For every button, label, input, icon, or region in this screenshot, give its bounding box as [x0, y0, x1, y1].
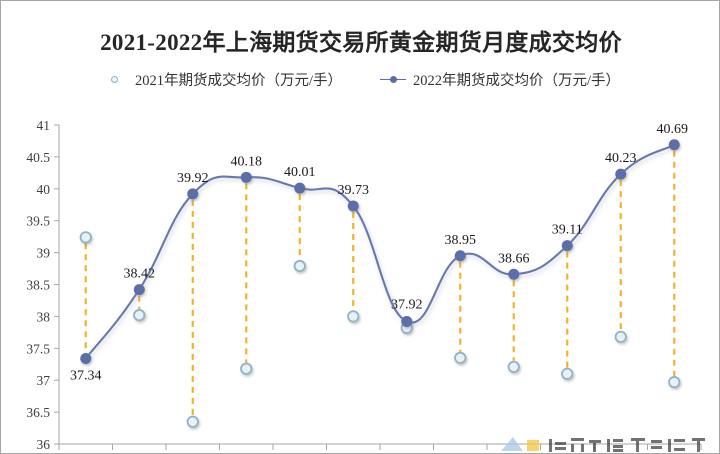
y-axis: 41 40.5 40 39.5 39 38.5 38 37.5 37 36.5 36: [26, 118, 60, 452]
data-point-2022[interactable]: [133, 284, 145, 296]
data-point-2021[interactable]: [347, 310, 360, 323]
y-axis-tick-label: 38: [37, 309, 51, 324]
data-label-2022: 38.95: [445, 233, 477, 248]
data-point-2021[interactable]: [133, 309, 146, 322]
line-with-dot-icon: [380, 74, 406, 86]
y-axis-tick-label: 38.5: [26, 278, 50, 293]
hollow-circle-icon: [102, 74, 128, 86]
data-label-2022: 40.23: [605, 151, 637, 166]
x-axis-tick-label: 9月: [504, 452, 524, 454]
chart-title: 2021-2022年上海期货交易所黄金期货月度成交均价: [100, 30, 622, 55]
y-axis-tick-label: 36: [37, 437, 51, 452]
data-point-2022[interactable]: [80, 353, 92, 365]
data-point-2021[interactable]: [79, 231, 92, 244]
data-label-2022: 38.66: [498, 251, 530, 266]
legend-item-2022[interactable]: 2022年期货成交均价（万元/手）: [380, 69, 620, 90]
data-point-2021[interactable]: [240, 362, 253, 375]
data-point-2022[interactable]: [240, 171, 252, 183]
y-axis-tick-label: 41: [37, 118, 51, 133]
x-axis-tick-label: 6月: [343, 452, 363, 454]
data-point-2022[interactable]: [508, 268, 520, 280]
data-label-2022: 40.18: [231, 154, 263, 169]
data-point-2021[interactable]: [454, 351, 467, 364]
data-label-2022: 38.42: [124, 267, 156, 282]
data-label-2022: 39.11: [552, 223, 583, 238]
y-axis-tick-label: 40.5: [26, 150, 50, 165]
line-path-2022: [84, 143, 675, 360]
data-label-2022: 40.69: [657, 122, 689, 137]
x-axis: 1月 2月 3月 4月 5月 6月 7月 8月 9月 10月 11月 12月: [58, 443, 702, 454]
data-point-2022[interactable]: [615, 168, 627, 180]
data-point-2022[interactable]: [668, 139, 680, 151]
y-axis-tick-label: 37: [37, 373, 51, 388]
series-markers-2022: [80, 139, 680, 365]
series-value-labels-2022: 37.34 38.42 39.92 40.18 40.01 39.73 37.92 38.95…: [70, 122, 688, 384]
y-axis-tick-label: 39: [37, 246, 51, 261]
y-axis-tick-label: 37.5: [26, 341, 50, 356]
y-axis-tick-label: 39.5: [26, 214, 50, 229]
series-line-2022: [84, 143, 675, 360]
data-point-2021[interactable]: [507, 360, 520, 373]
data-point-2022[interactable]: [561, 240, 573, 252]
data-point-2022[interactable]: [187, 188, 199, 200]
data-label-2022: 39.92: [177, 171, 209, 186]
legend-item-2021[interactable]: 2021年期货成交均价（万元/手）: [102, 69, 342, 90]
chart-legend: 2021年期货成交均价（万元/手） 2022年期货成交均价（万元/手）: [1, 69, 719, 90]
data-label-2022: 40.01: [284, 165, 316, 180]
data-point-2021[interactable]: [668, 376, 681, 389]
data-point-2022[interactable]: [294, 182, 306, 194]
legend-label-2022: 2022年期货成交均价（万元/手）: [413, 73, 621, 89]
x-axis-tick-label: 1月: [76, 452, 96, 454]
x-axis-tick-label: 4月: [236, 452, 256, 454]
data-label-2022: 39.73: [338, 183, 370, 198]
series-markers-2021: [79, 231, 681, 428]
connector-lines: [84, 150, 676, 416]
legend-label-2021: 2021年期货成交均价（万元/手）: [134, 73, 342, 89]
data-point-2022[interactable]: [454, 250, 466, 262]
data-label-2022: 37.92: [391, 298, 423, 313]
y-axis-tick-label: 36.5: [26, 405, 50, 420]
x-axis-tick-label: 2月: [129, 452, 149, 454]
x-axis-tick-label: 8月: [450, 452, 470, 454]
x-axis-tick-label: 7月: [397, 452, 417, 454]
data-label-2022: 37.34: [70, 369, 102, 384]
x-axis-tick-label: 10月: [554, 452, 581, 454]
data-point-2022[interactable]: [401, 316, 413, 328]
data-point-2021[interactable]: [614, 330, 627, 343]
x-axis-tick-label: 12月: [661, 452, 688, 454]
y-axis-tick-label: 40: [37, 182, 51, 197]
data-point-2021[interactable]: [186, 415, 199, 428]
data-point-2021[interactable]: [561, 367, 574, 380]
x-axis-tick-label: 3月: [183, 452, 203, 454]
data-point-2022[interactable]: [347, 200, 359, 212]
x-axis-tick-label: 11月: [608, 452, 635, 454]
x-axis-tick-label: 5月: [290, 452, 310, 454]
data-point-2021[interactable]: [293, 259, 306, 273]
